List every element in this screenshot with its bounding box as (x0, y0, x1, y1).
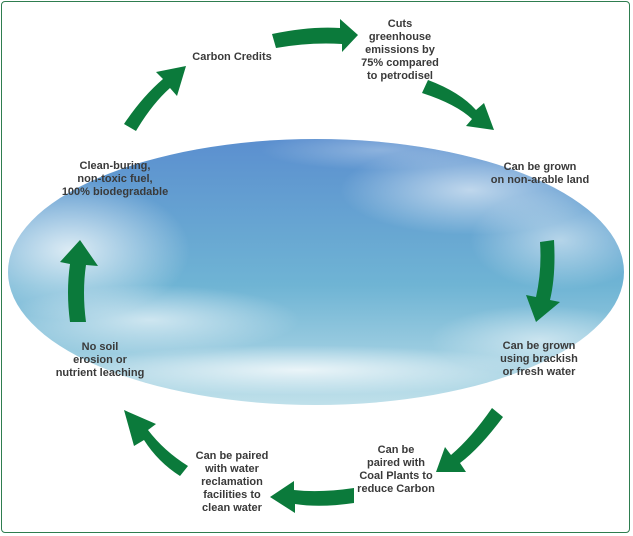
label-cuts-emissions: Cuts greenhouse emissions by 75% compare… (361, 18, 439, 82)
label-coal-plants: Can be paired with Coal Plants to reduce… (357, 444, 435, 495)
arrow-up-icon (124, 66, 186, 131)
arrow-right-icon (272, 19, 358, 52)
label-brackish-water: Can be grown using brackish or fresh wat… (500, 340, 578, 378)
label-water-reclamation: Can be paired with water reclamation fac… (195, 450, 269, 514)
label-carbon-credits: Carbon Credits (192, 51, 272, 63)
arrow-up-icon (124, 410, 188, 476)
label-clean-fuel: Clean-buring, non-toxic fuel, 100% biode… (61, 160, 169, 198)
label-no-soil-erosion: No soil erosion or nutrient leaching (55, 341, 145, 379)
label-non-arable: Can be grown on non-arable land (490, 161, 590, 186)
arrow-left-icon (270, 481, 354, 513)
arrow-down-icon (526, 240, 560, 322)
arrow-up-icon (60, 240, 98, 322)
arrow-down-icon (422, 80, 494, 130)
arrow-left-icon (436, 408, 503, 472)
